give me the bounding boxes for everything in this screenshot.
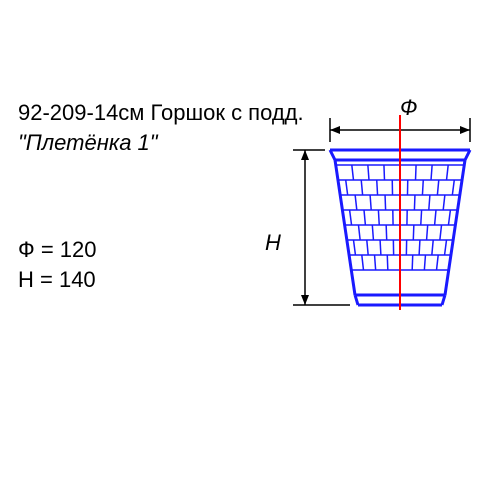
h-symbol-label: Н xyxy=(265,230,281,256)
technical-drawing: Ф Н xyxy=(270,100,480,340)
dimension-h-value: Н = 140 xyxy=(18,265,96,296)
title-line-2: "Плетёнка 1" xyxy=(18,128,158,159)
dimension-phi-value: Ф = 120 xyxy=(18,235,97,266)
phi-symbol-label: Ф xyxy=(400,95,418,121)
title-line-1: 92-209-14см Горшок с подд. xyxy=(18,98,304,129)
pot-diagram-svg xyxy=(270,100,480,340)
